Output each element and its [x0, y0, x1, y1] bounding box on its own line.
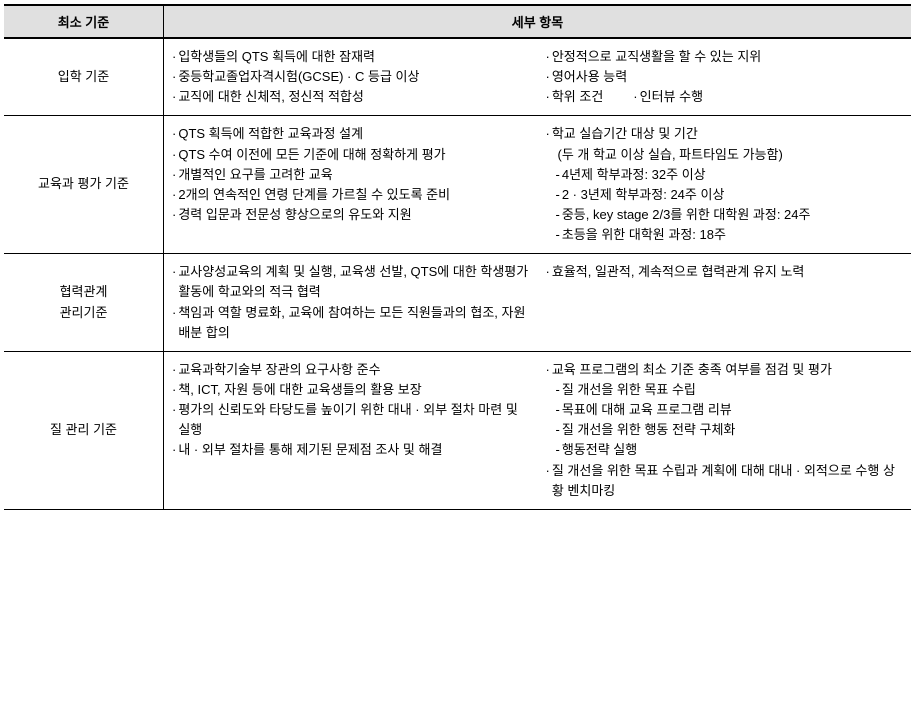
- cell-item: - 4년제 학부과정: 32주 이상: [546, 165, 906, 185]
- item-text: 입학생들의 QTS 획득에 대한 잠재력: [178, 47, 531, 67]
- detail-col-right: ·교육 프로그램의 최소 기준 충족 여부를 점검 및 평가- 질 개선을 위한…: [538, 352, 912, 509]
- cell-item: ·교직에 대한 신체적, 정신적 적합성: [172, 87, 532, 107]
- item-text: 2개의 연속적인 연령 단계를 가르칠 수 있도록 준비: [178, 185, 531, 205]
- item-text: 평가의 신뢰도와 타당도를 높이기 위한 대내 · 외부 절차 마련 및 실행: [178, 400, 531, 440]
- cell-item: ·교육 프로그램의 최소 기준 충족 여부를 점검 및 평가: [546, 360, 906, 380]
- item-text: QTS 수여 이전에 모든 기준에 대해 정확하게 평가: [178, 145, 531, 165]
- cell-item: ·2개의 연속적인 연령 단계를 가르칠 수 있도록 준비: [172, 185, 532, 205]
- detail-col-left: ·교육과학기술부 장관의 요구사항 준수·책, ICT, 자원 등에 대한 교육…: [164, 352, 538, 509]
- item-text: 목표에 대해 교육 프로그램 리뷰: [562, 400, 905, 420]
- table-header-row: 최소 기준 세부 항목: [4, 6, 911, 39]
- cell-item: ·학위 조건: [546, 87, 604, 107]
- cell-item: - 질 개선을 위한 행동 전략 구체화: [546, 420, 906, 440]
- table-row: 입학 기준·입학생들의 QTS 획득에 대한 잠재력·중등학교졸업자격시험(GC…: [4, 39, 911, 116]
- detail-col-left: ·입학생들의 QTS 획득에 대한 잠재력·중등학교졸업자격시험(GCSE) ·…: [164, 39, 538, 115]
- item-text: 책, ICT, 자원 등에 대한 교육생들의 활용 보장: [178, 380, 531, 400]
- item-text: 중등학교졸업자격시험(GCSE) · C 등급 이상: [178, 67, 531, 87]
- item-text: 영어사용 능력: [552, 67, 905, 87]
- cell-item: ·개별적인 요구를 고려한 교육: [172, 165, 532, 185]
- item-text: QTS 획득에 적합한 교육과정 설계: [178, 124, 531, 144]
- cell-item: - 초등을 위한 대학원 과정: 18주: [546, 225, 906, 245]
- item-text: 중등, key stage 2/3를 위한 대학원 과정: 24주: [562, 205, 905, 225]
- cell-item: ·경력 입문과 전문성 향상으로의 유도와 지원: [172, 205, 532, 225]
- row-label: 협력관계관리기준: [4, 254, 164, 351]
- detail-col-left: ·QTS 획득에 적합한 교육과정 설계·QTS 수여 이전에 모든 기준에 대…: [164, 116, 538, 253]
- cell-item: ·인터뷰 수행: [633, 87, 703, 107]
- cell-item: ·안정적으로 교직생활을 할 수 있는 지위: [546, 47, 906, 67]
- item-text: 교육 프로그램의 최소 기준 충족 여부를 점검 및 평가: [552, 360, 905, 380]
- cell-item: ·교사양성교육의 계획 및 실행, 교육생 선발, QTS에 대한 학생평가 활…: [172, 262, 532, 302]
- cell-item: ·책, ICT, 자원 등에 대한 교육생들의 활용 보장: [172, 380, 532, 400]
- item-text: 교사양성교육의 계획 및 실행, 교육생 선발, QTS에 대한 학생평가 활동…: [178, 262, 531, 302]
- cell-item: (두 개 학교 이상 실습, 파트타임도 가능함): [546, 145, 906, 165]
- cell-item: ·QTS 획득에 적합한 교육과정 설계: [172, 124, 532, 144]
- item-text: 개별적인 요구를 고려한 교육: [178, 165, 531, 185]
- cell-item: ·책임과 역할 명료화, 교육에 참여하는 모든 직원들과의 협조, 자원 배분…: [172, 303, 532, 343]
- detail-col-right: ·효율적, 일관적, 계속적으로 협력관계 유지 노력: [538, 254, 912, 351]
- item-text: 질 개선을 위한 목표 수립과 계획에 대해 대내 · 외적으로 수행 상황 벤…: [552, 461, 905, 501]
- cell-item: ·평가의 신뢰도와 타당도를 높이기 위한 대내 · 외부 절차 마련 및 실행: [172, 400, 532, 440]
- cell-item: ·입학생들의 QTS 획득에 대한 잠재력: [172, 47, 532, 67]
- item-text: 안정적으로 교직생활을 할 수 있는 지위: [552, 47, 905, 67]
- item-text: 교육과학기술부 장관의 요구사항 준수: [178, 360, 531, 380]
- detail-col-right: ·안정적으로 교직생활을 할 수 있는 지위·영어사용 능력·학위 조건 ·인터뷰…: [538, 39, 912, 115]
- cell-item: - 행동전략 실행: [546, 440, 906, 460]
- item-text: 인터뷰 수행: [640, 87, 703, 107]
- cell-item: ·효율적, 일관적, 계속적으로 협력관계 유지 노력: [546, 262, 906, 282]
- criteria-table: 최소 기준 세부 항목 입학 기준·입학생들의 QTS 획득에 대한 잠재력·중…: [4, 4, 911, 510]
- row-content: ·입학생들의 QTS 획득에 대한 잠재력·중등학교졸업자격시험(GCSE) ·…: [164, 39, 911, 115]
- cell-item: - 목표에 대해 교육 프로그램 리뷰: [546, 400, 906, 420]
- inline-pair: ·학위 조건 ·인터뷰 수행: [546, 87, 906, 107]
- cell-item: ·내 · 외부 절차를 통해 제기된 문제점 조사 및 해결: [172, 440, 532, 460]
- item-text: 질 개선을 위한 목표 수립: [562, 380, 905, 400]
- table-row: 협력관계관리기준·교사양성교육의 계획 및 실행, 교육생 선발, QTS에 대…: [4, 254, 911, 352]
- cell-item: ·질 개선을 위한 목표 수립과 계획에 대해 대내 · 외적으로 수행 상황 …: [546, 461, 906, 501]
- cell-item: - 2 · 3년제 학부과정: 24주 이상: [546, 185, 906, 205]
- row-label: 입학 기준: [4, 39, 164, 115]
- item-text: 2 · 3년제 학부과정: 24주 이상: [562, 185, 905, 205]
- item-text: (두 개 학교 이상 실습, 파트타임도 가능함): [558, 145, 906, 165]
- detail-col-right: ·학교 실습기간 대상 및 기간(두 개 학교 이상 실습, 파트타임도 가능함…: [538, 116, 912, 253]
- header-col-details: 세부 항목: [164, 6, 911, 37]
- cell-item: ·교육과학기술부 장관의 요구사항 준수: [172, 360, 532, 380]
- table-row: 교육과 평가 기준·QTS 획득에 적합한 교육과정 설계·QTS 수여 이전에…: [4, 116, 911, 254]
- detail-col-left: ·교사양성교육의 계획 및 실행, 교육생 선발, QTS에 대한 학생평가 활…: [164, 254, 538, 351]
- row-content: ·교육과학기술부 장관의 요구사항 준수·책, ICT, 자원 등에 대한 교육…: [164, 352, 911, 509]
- item-text: 효율적, 일관적, 계속적으로 협력관계 유지 노력: [552, 262, 905, 282]
- item-text: 교직에 대한 신체적, 정신적 적합성: [178, 87, 531, 107]
- cell-item: - 질 개선을 위한 목표 수립: [546, 380, 906, 400]
- item-text: 내 · 외부 절차를 통해 제기된 문제점 조사 및 해결: [178, 440, 531, 460]
- row-content: ·QTS 획득에 적합한 교육과정 설계·QTS 수여 이전에 모든 기준에 대…: [164, 116, 911, 253]
- cell-item: - 중등, key stage 2/3를 위한 대학원 과정: 24주: [546, 205, 906, 225]
- row-label: 교육과 평가 기준: [4, 116, 164, 253]
- item-text: 학교 실습기간 대상 및 기간: [552, 124, 905, 144]
- item-text: 행동전략 실행: [562, 440, 905, 460]
- item-text: 초등을 위한 대학원 과정: 18주: [562, 225, 905, 245]
- cell-item: ·학교 실습기간 대상 및 기간: [546, 124, 906, 144]
- item-text: 경력 입문과 전문성 향상으로의 유도와 지원: [178, 205, 531, 225]
- item-text: 책임과 역할 명료화, 교육에 참여하는 모든 직원들과의 협조, 자원 배분 …: [178, 303, 531, 343]
- item-text: 질 개선을 위한 행동 전략 구체화: [562, 420, 905, 440]
- item-text: 4년제 학부과정: 32주 이상: [562, 165, 905, 185]
- row-label: 질 관리 기준: [4, 352, 164, 509]
- cell-item: ·영어사용 능력: [546, 67, 906, 87]
- cell-item: ·중등학교졸업자격시험(GCSE) · C 등급 이상: [172, 67, 532, 87]
- header-col-criteria: 최소 기준: [4, 6, 164, 37]
- row-content: ·교사양성교육의 계획 및 실행, 교육생 선발, QTS에 대한 학생평가 활…: [164, 254, 911, 351]
- cell-item: ·QTS 수여 이전에 모든 기준에 대해 정확하게 평가: [172, 145, 532, 165]
- table-row: 질 관리 기준·교육과학기술부 장관의 요구사항 준수·책, ICT, 자원 등…: [4, 352, 911, 509]
- table-body: 입학 기준·입학생들의 QTS 획득에 대한 잠재력·중등학교졸업자격시험(GC…: [4, 39, 911, 509]
- item-text: 학위 조건: [552, 87, 603, 107]
